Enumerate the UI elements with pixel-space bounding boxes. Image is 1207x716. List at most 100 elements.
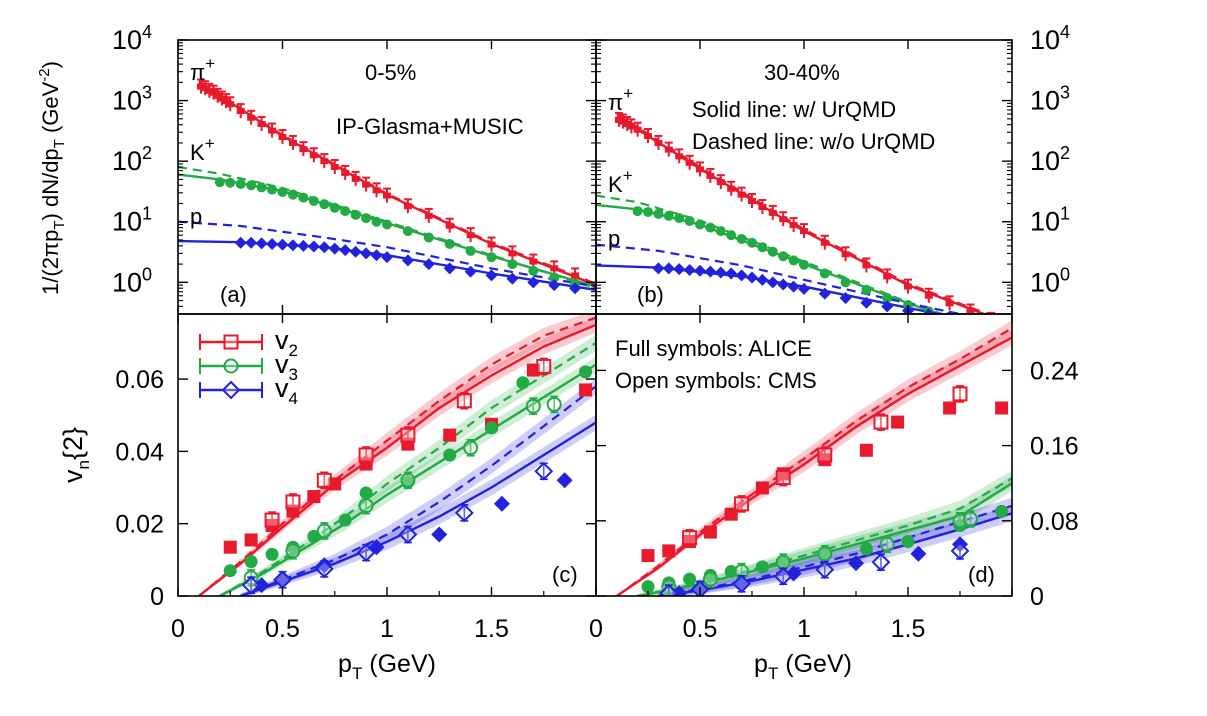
panel-a-pion-point-13 — [288, 139, 297, 146]
panel-a-proton-point-17 — [443, 262, 456, 275]
panel-b-kaon-point-14 — [778, 251, 789, 262]
panel-d-v2-cms-point-4 — [873, 414, 889, 430]
panel-d-v2-cms-point-1 — [734, 496, 750, 512]
panel-b-pion-point-4 — [633, 126, 642, 133]
panel-a-kaon-point-7 — [287, 189, 298, 200]
panel-b-proton-point-10 — [756, 273, 769, 286]
y-tick-label-left-2: 102 — [112, 143, 152, 176]
panel-c-v3-alice-point-2 — [265, 547, 279, 561]
panel-b-proton-point-12 — [777, 278, 790, 291]
legend-v4-marker — [221, 380, 241, 400]
panel-a-proton-point-22 — [548, 279, 561, 292]
panel-b-pion-point-10 — [696, 166, 704, 173]
x-tick-label-left-3: 1.5 — [474, 615, 509, 643]
panel-d-v4-cms-point-2 — [732, 574, 752, 594]
panel-b-proton-point-1 — [662, 262, 675, 275]
panel-b-pion-point-27 — [945, 300, 954, 307]
panel-c-ytick-label-2: 0.04 — [115, 438, 164, 466]
panel-c-v4-cms-point-0 — [241, 575, 261, 595]
panel-b-species-label-2: p — [608, 226, 620, 251]
panel-b-pion-point-2 — [623, 121, 632, 128]
panel-d-v3-dashed-line — [637, 477, 1012, 596]
panel-a-centrality: 0-5% — [365, 60, 416, 85]
panel-b-kaon-point-3 — [663, 210, 674, 221]
panel-c-ytick-label-0: 0 — [150, 583, 164, 611]
panel-a-kaon-point-12 — [340, 206, 351, 217]
y-tick-label-right-3: 101 — [1030, 204, 1070, 237]
panel-a-proton-point-23 — [569, 282, 582, 295]
panel-a-pion-point-4 — [213, 92, 222, 99]
panel-b-pion-point-1 — [619, 118, 628, 125]
panel-a-kaon-point-2 — [235, 178, 246, 189]
panel-a-pion-point-31 — [571, 272, 580, 279]
panel-c-v2-band-0 — [198, 317, 596, 596]
panel-b-kaon-point-9 — [726, 230, 737, 241]
panel-c-points — [223, 357, 593, 595]
panel-b-proton-point-6 — [714, 266, 727, 279]
panel-a-kaon-point-16 — [382, 219, 392, 230]
panel-b-pion-point-0 — [614, 116, 623, 123]
panel-c-v4-alice-point-6 — [556, 472, 573, 489]
legend-v3-marker — [223, 358, 239, 374]
panel-a-kaon-point-11 — [329, 202, 340, 213]
legend-v2-label: v2 — [275, 325, 298, 360]
x-tick-label-right-2: 1.5 — [891, 615, 926, 643]
panel-a-proton-point-15 — [401, 254, 414, 267]
panel-a-pion-point-20 — [362, 181, 371, 188]
panel-b-legend-dashed: Dashed line: w/o UrQMD — [692, 129, 935, 154]
panel-c-v4-dashed-line — [240, 385, 596, 596]
panel-a-proton-point-11 — [349, 245, 362, 258]
panel-d-v4-cms-point-3 — [773, 566, 793, 586]
panel-a-kaon-point-23 — [528, 265, 539, 276]
panel-c-v2-alice-point-1 — [244, 533, 258, 547]
panel-b-proton-point-7 — [725, 267, 738, 280]
panel-b-kaon-point-15 — [788, 255, 799, 266]
panel-a-pion-point-8 — [236, 108, 245, 115]
panel-a-pion-point-6 — [222, 98, 231, 105]
panel-c-v3-alice-point-11 — [579, 365, 593, 379]
y-axis-title-spectra: 1/(2πpT) dN/dpT (GeV-2) — [36, 61, 68, 295]
panel-a-kaon-point-1 — [225, 177, 236, 188]
panel-c-v3-alice-point-4 — [307, 529, 321, 543]
panel-a-proton-point-9 — [328, 242, 341, 255]
panel-c-v4-alice-point-0 — [253, 577, 270, 594]
panel-b-kaon-point-0 — [632, 206, 643, 217]
panel-a-proton-dashed-line — [178, 220, 596, 288]
panel-d-ytick-label-2: 0.16 — [1030, 433, 1079, 461]
y-tick-label-left-0: 104 — [112, 22, 152, 55]
panel-b-pion-point-23 — [862, 262, 871, 269]
panel-c-v3-cms-point-7 — [546, 396, 562, 412]
panel-b-proton-point-4 — [694, 264, 706, 277]
panel-a-kaon-point-22 — [507, 259, 518, 270]
panel-c-v2-cms-point-5 — [456, 393, 472, 409]
panel-a-pion-point-10 — [257, 121, 266, 128]
x-tick-label-right-1: 1 — [797, 615, 811, 643]
panel-b-proton-point-14 — [798, 282, 810, 295]
panel-c-v3-alice-point-6 — [359, 486, 373, 500]
panel-b-kaon-point-19 — [861, 284, 872, 295]
panel-c-v2-cms-point-0 — [264, 512, 280, 528]
panel-d-v2-band-0 — [616, 329, 1012, 596]
panel-a-kaon-point-5 — [267, 184, 278, 195]
panel-b-kaon-point-10 — [736, 233, 747, 244]
y-tick-label-right-2: 102 — [1030, 143, 1070, 176]
panel-c-v3-alice-point-1 — [244, 555, 258, 569]
x-tick-label-left-1: 0.5 — [265, 615, 300, 643]
y-tick-label-right-0: 104 — [1030, 22, 1070, 55]
panel-c-v3-alice-point-9 — [485, 421, 498, 435]
panel-c-v2-cms-point-6 — [536, 358, 552, 374]
panel-d-ytick-label-3: 0.24 — [1030, 357, 1079, 385]
x-tick-label-left-0: 0 — [171, 615, 185, 643]
panel-d-v3-alice-point-0 — [641, 580, 655, 594]
panel-c-v3-alice-point-8 — [443, 448, 457, 462]
panel-c-v3-alice-point-0 — [223, 564, 237, 578]
panel-d-points — [641, 385, 1009, 596]
panel-a-points — [196, 78, 582, 295]
panel-d-v3-cms-point-1 — [702, 571, 718, 587]
panel-a-kaon-point-14 — [361, 213, 372, 224]
panel-a-proton-point-0 — [234, 236, 247, 249]
panel-b-kaon-point-12 — [757, 242, 768, 253]
panel-b-pion-point-3 — [627, 123, 636, 130]
x-tick-label-left-4: 0 — [589, 615, 603, 643]
